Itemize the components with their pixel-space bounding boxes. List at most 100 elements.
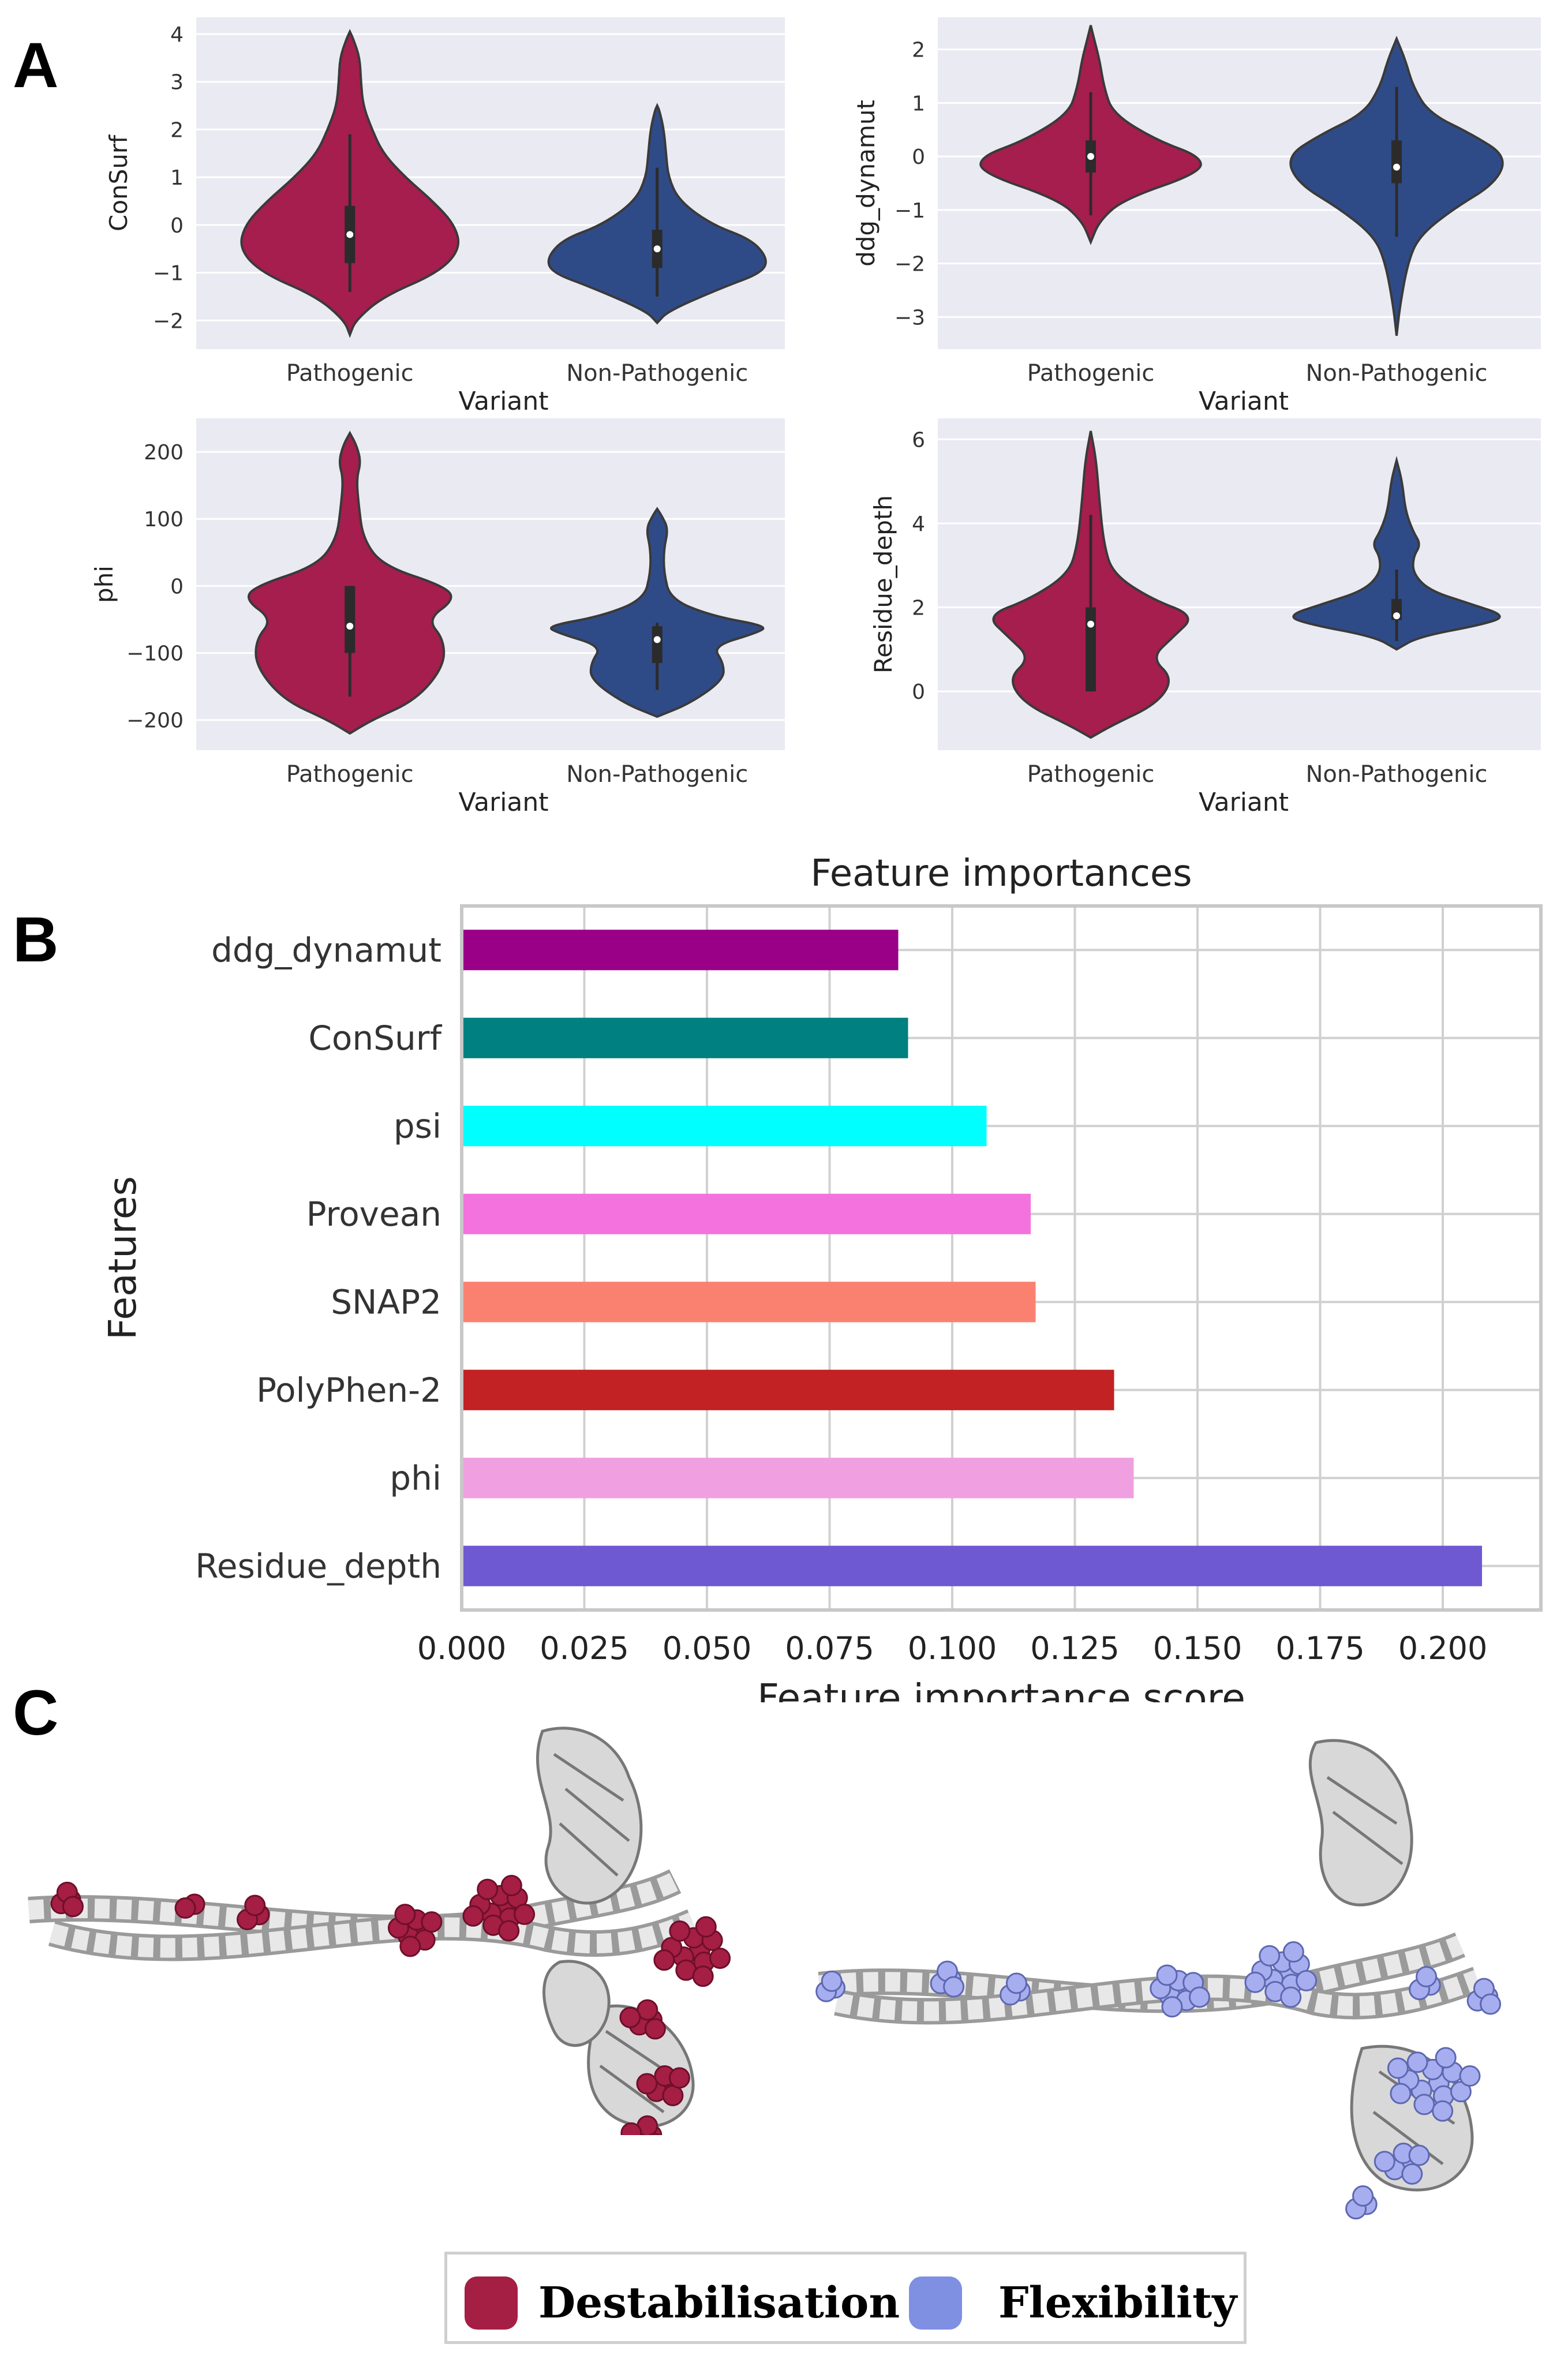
y-axis-label: ddg_dynamut [852, 100, 880, 267]
violin-median-0 [346, 231, 354, 238]
x-tick-label: 0.000 [417, 1630, 507, 1667]
plot-frame [460, 904, 1543, 1612]
y-tick-label: 3 [170, 71, 184, 95]
violin-iqr-box-1 [652, 626, 663, 663]
y-axis-label: ConSurf [104, 134, 133, 231]
y-tick-label: 2 [912, 39, 925, 62]
violin-median-1 [653, 245, 661, 253]
protein-structure-destabilisation [28, 1727, 731, 2135]
y-tick-label: −100 [126, 642, 184, 666]
x-tick-label: 0.200 [1398, 1630, 1488, 1667]
residue-sphere [1416, 1965, 1438, 1987]
violin-plot-residue-depth: 0 2 4 6 Residue_depth Pathogenic Non-Pathogeni… [869, 418, 1541, 817]
destabilisation-spheres [50, 1875, 731, 2135]
residue-sphere [821, 1970, 843, 1992]
residue-sphere [1480, 1993, 1502, 2015]
violin-median-0 [1087, 153, 1094, 160]
residue-sphere [500, 1875, 522, 1897]
bar-snap2 [462, 1282, 1036, 1323]
x-tick-label: 0.125 [1030, 1630, 1120, 1667]
x-tick-label: 0.175 [1275, 1630, 1365, 1667]
residue-sphere [477, 1878, 499, 1900]
residue-sphere [648, 2133, 661, 2135]
y-tick-label: phi [390, 1458, 441, 1497]
y-tick-label: −200 [126, 709, 184, 733]
residue-sphere [1280, 1986, 1302, 2008]
y-tick-label: 4 [170, 23, 184, 47]
x-axis-label: Feature importance score [757, 1676, 1245, 1702]
residue-sphere [620, 2122, 642, 2135]
x-tick-label: Non-Pathogenic [1306, 761, 1488, 788]
residue-sphere [1352, 2185, 1374, 2207]
violin-body-1 [550, 507, 765, 718]
y-axis-label: Residue_depth [869, 495, 897, 673]
bar-polyphen-2 [462, 1369, 1114, 1410]
bar-residue-depth [462, 1545, 1482, 1586]
residue-sphere [653, 1949, 675, 1971]
residue-sphere [662, 2084, 684, 2106]
x-axis-label: Variant [458, 387, 548, 413]
violin-median-1 [1393, 163, 1400, 171]
residue-sphere [1401, 2163, 1423, 2185]
legend-label-destabilisation: Destabilisation [538, 2278, 900, 2328]
violin-plot-phi: −200 −100 0 100 200 phi Pathogenic Non-Pathogen… [90, 418, 785, 817]
violin-median-1 [1393, 612, 1400, 620]
x-tick-label: Pathogenic [286, 360, 414, 387]
violin-plot-ddg-dynamut: −3 −2 −1 0 1 2 ddg_dynamut Pathogenic Non-Pathog… [852, 17, 1541, 413]
protein-structure-flexibility [815, 1739, 1502, 2220]
y-tick-label: 1 [912, 92, 925, 115]
x-axis-label: Variant [1199, 788, 1289, 817]
violin-plot-consurf: −2 −1 0 1 2 3 4 ConSurf Pathogenic Non-Pathogenic… [104, 17, 785, 413]
y-tick-label: 0 [170, 214, 184, 238]
residue-sphere [1244, 1971, 1266, 1993]
x-tick-label: 0.050 [663, 1630, 752, 1667]
violin-median-0 [1087, 620, 1094, 628]
y-tick-label: Residue_depth [195, 1547, 441, 1586]
residue-sphere [1296, 1969, 1318, 1991]
residue-sphere [462, 1905, 484, 1927]
residue-sphere [399, 1935, 421, 1957]
x-axis-label: Variant [1199, 387, 1289, 413]
x-tick-label: Non-Pathogenic [566, 761, 748, 788]
residue-sphere [1188, 1986, 1210, 2008]
x-tick-label: 0.100 [908, 1630, 997, 1667]
residue-sphere [619, 2006, 641, 2028]
violin-iqr-box-0 [1086, 607, 1096, 692]
panel-label-c: C [13, 1677, 59, 1748]
residue-sphere [1387, 2057, 1409, 2079]
y-tick-label: 100 [144, 508, 184, 531]
legend-label-flexibility: Flexibility [998, 2278, 1237, 2328]
feature-importance-chart: Feature importances 0.000 0.025 0.050 0.075 0… [100, 852, 1543, 1702]
residue-sphere [636, 2073, 658, 2095]
residue-sphere [695, 1916, 717, 1938]
bar-phi [462, 1458, 1134, 1499]
y-tick-label: 0 [912, 145, 925, 169]
violin-median-0 [346, 623, 354, 630]
y-tick-label: ConSurf [308, 1019, 442, 1058]
residue-sphere [1408, 2144, 1430, 2166]
y-tick-label: 1 [170, 166, 184, 190]
residue-sphere [394, 1904, 416, 1926]
residue-sphere [1282, 1941, 1304, 1963]
violin-body-1 [1292, 455, 1501, 651]
y-tick-label: PolyPhen-2 [256, 1371, 441, 1410]
residue-sphere [498, 1920, 520, 1942]
y-tick-label: −3 [895, 306, 925, 329]
y-tick-label: 0 [170, 575, 184, 598]
residue-sphere [709, 1948, 731, 1969]
residue-sphere [1161, 1996, 1183, 2018]
beta-sheet-domain [1308, 1739, 1474, 2192]
violin-median-1 [653, 636, 661, 643]
residue-sphere [692, 1965, 714, 1987]
residue-sphere [669, 1920, 691, 1942]
y-tick-label: 2 [912, 597, 925, 620]
residue-sphere [1374, 2151, 1395, 2173]
residue-sphere [644, 2018, 666, 2040]
residue-sphere [668, 2067, 690, 2089]
panel-label-b: B [13, 904, 59, 975]
y-tick-label: SNAP2 [331, 1282, 441, 1321]
x-tick-label: 0.075 [785, 1630, 874, 1667]
violin-iqr-box-1 [1391, 140, 1402, 184]
residue-sphere [1459, 2065, 1481, 2087]
x-tick-label: 0.025 [540, 1630, 629, 1667]
